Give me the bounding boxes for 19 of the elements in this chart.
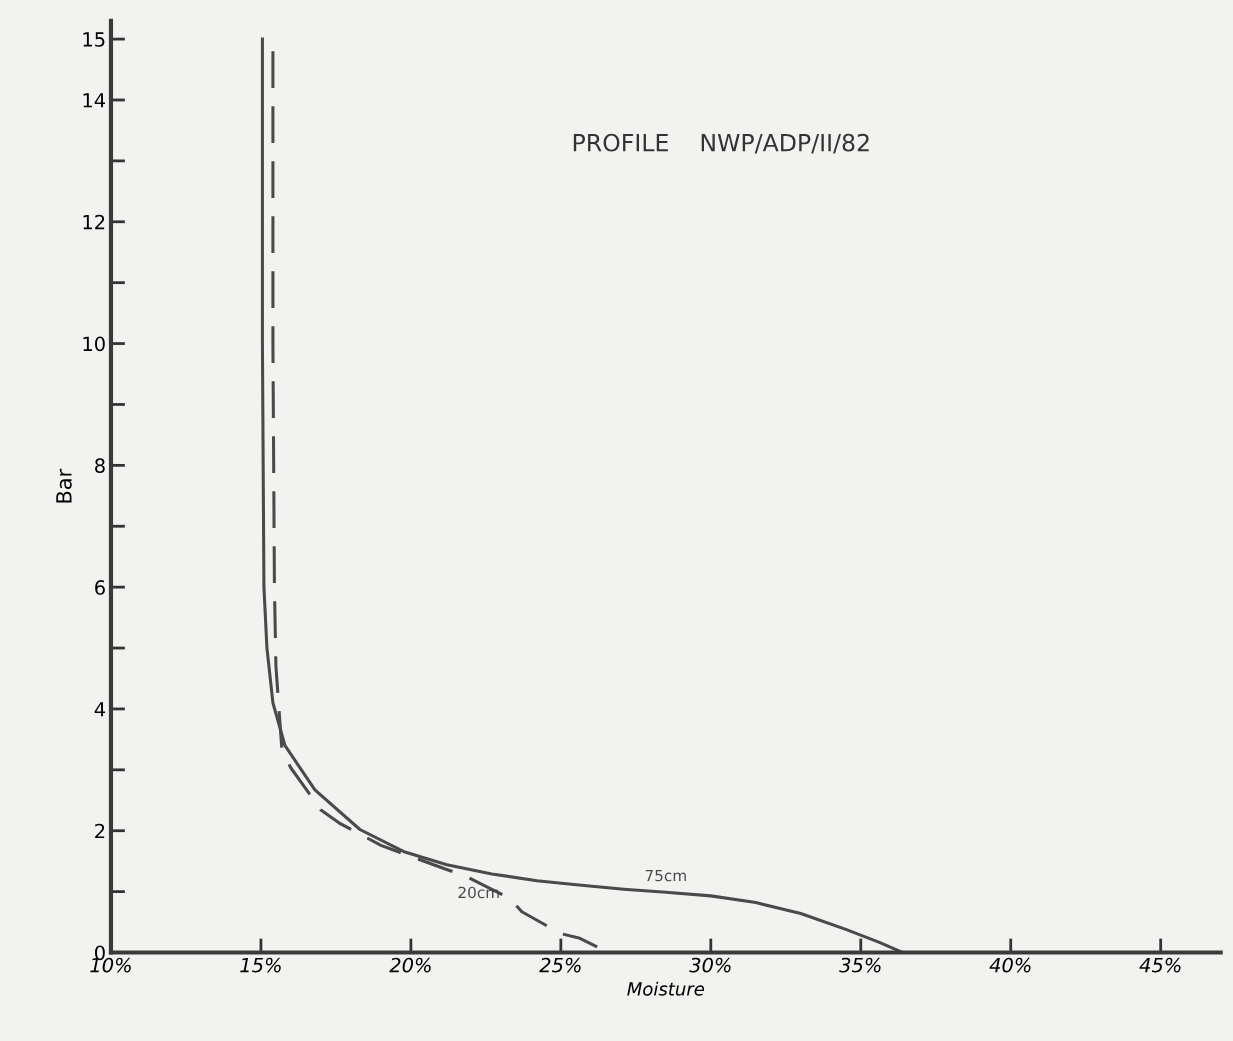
x-tick-label: 40% [989, 957, 1031, 973]
y-tick-label: 4 [94, 702, 106, 717]
y-tick-label: 14 [83, 93, 106, 108]
x-tick-label: 20% [389, 957, 431, 973]
y-tick-label: 10 [83, 336, 105, 352]
y-tick-label: 12 [83, 214, 105, 230]
x-tick-label: 15% [240, 957, 281, 973]
y-axis-title: Bar [56, 468, 72, 503]
x-tick-label: 35% [839, 957, 881, 973]
y-tick-label: 6 [95, 580, 105, 595]
y-tick-label: 15 [83, 32, 105, 47]
y-tick-label: 8 [95, 458, 105, 474]
y-tick-label: 2 [95, 823, 105, 839]
text: PROFILE NWP/ADP/II/82 [573, 133, 869, 154]
series-label: 75cm [645, 869, 686, 882]
x-axis-title: Moisture [627, 981, 705, 996]
x-tick-label: 30% [689, 957, 731, 973]
x-tick-label: 45% [1139, 957, 1181, 973]
x-tick-label: 25% [539, 957, 581, 973]
